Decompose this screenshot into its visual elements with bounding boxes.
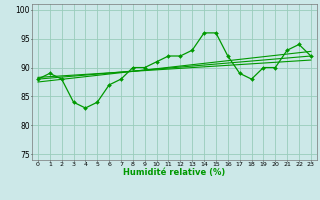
X-axis label: Humidité relative (%): Humidité relative (%) (123, 168, 226, 177)
